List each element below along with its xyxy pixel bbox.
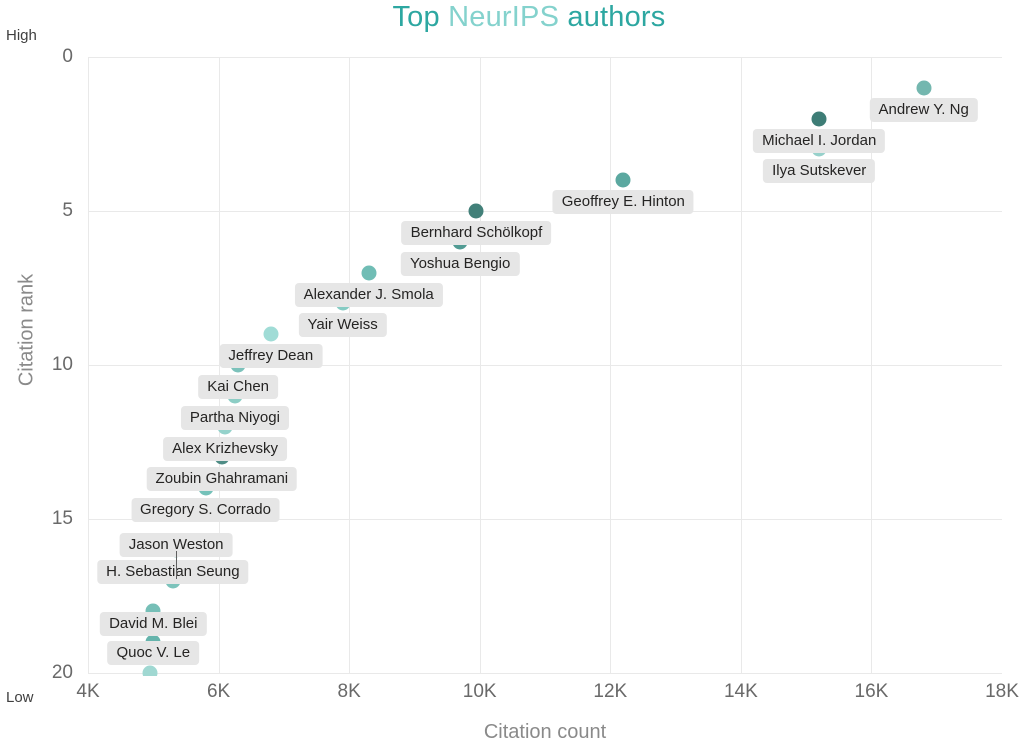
data-label: Zoubin Ghahramani: [146, 467, 298, 492]
y-tick-label: 0: [62, 46, 73, 67]
x-tick-label: 4K: [76, 681, 100, 702]
gridline-x: [349, 57, 351, 673]
data-point[interactable]: [615, 172, 631, 188]
gridline-y: [88, 673, 1002, 674]
chart-title-highlight: NeurIPS: [448, 1, 560, 33]
data-point[interactable]: [916, 80, 932, 96]
x-tick-label: 18K: [985, 681, 1019, 702]
x-tick-label: 6K: [206, 681, 231, 702]
leader-line: [176, 551, 178, 580]
gridline-x: [610, 57, 612, 673]
data-point[interactable]: [811, 111, 827, 127]
data-label: Partha Niyogi: [180, 405, 289, 430]
data-label: David M. Blei: [100, 612, 207, 637]
gridline-y: [88, 57, 1002, 58]
x-tick-label: 16K: [854, 681, 889, 702]
annotation-low: Low: [6, 689, 34, 706]
data-label: Kai Chen: [198, 375, 279, 399]
y-tick-label: 5: [62, 200, 73, 221]
data-label: Andrew Y. Ng: [869, 97, 978, 122]
data-label: Gregory S. Corrado: [131, 498, 280, 523]
x-axis-title: Citation count: [483, 721, 607, 743]
data-point[interactable]: [142, 665, 158, 676]
data-label: Quoc V. Le: [107, 641, 200, 666]
gridline-x: [88, 57, 89, 673]
data-point[interactable]: [263, 326, 279, 342]
data-label: Yair Weiss: [298, 313, 387, 338]
y-tick-label: 20: [51, 662, 73, 683]
data-label: Bernhard Schölkopf: [401, 221, 552, 245]
data-label: Jeffrey Dean: [219, 344, 323, 369]
data-label: H. Sebastian Seung: [97, 559, 249, 584]
data-label: Alexander J. Smola: [294, 282, 443, 307]
data-point[interactable]: [468, 203, 484, 219]
data-label: Geoffrey E. Hinton: [552, 190, 694, 215]
gridline-y: [88, 365, 1002, 366]
gridline-x: [740, 57, 742, 673]
data-point[interactable]: [361, 265, 377, 281]
y-tick-label: 15: [51, 508, 73, 529]
data-label: Alex Krizhevsky: [163, 436, 288, 461]
gridline-x: [218, 57, 220, 673]
x-tick-label: 8K: [337, 681, 361, 702]
y-tick-label: 10: [51, 354, 73, 375]
data-label: Ilya Sutskever: [763, 159, 876, 184]
annotation-high: High: [6, 27, 37, 44]
x-tick-label: 10K: [462, 681, 497, 702]
plot-area: Andrew Y. Ng Michael I. Jordan Ilya Sutske…: [88, 57, 1002, 676]
x-tick-label: 12K: [593, 681, 628, 702]
chart-title-suffix: authors: [559, 1, 666, 33]
gridline-y: [88, 519, 1002, 520]
x-tick-label: 14K: [723, 681, 758, 702]
gridline-x: [479, 57, 481, 673]
gridline-y: [88, 211, 1002, 212]
data-label: Yoshua Bengio: [400, 251, 520, 276]
gridline-x: [871, 57, 873, 673]
chart-title: Top NeurIPS authors: [34, 1, 1024, 34]
chart-title-prefix: Top: [392, 1, 449, 33]
data-label: Michael I. Jordan: [753, 128, 886, 153]
